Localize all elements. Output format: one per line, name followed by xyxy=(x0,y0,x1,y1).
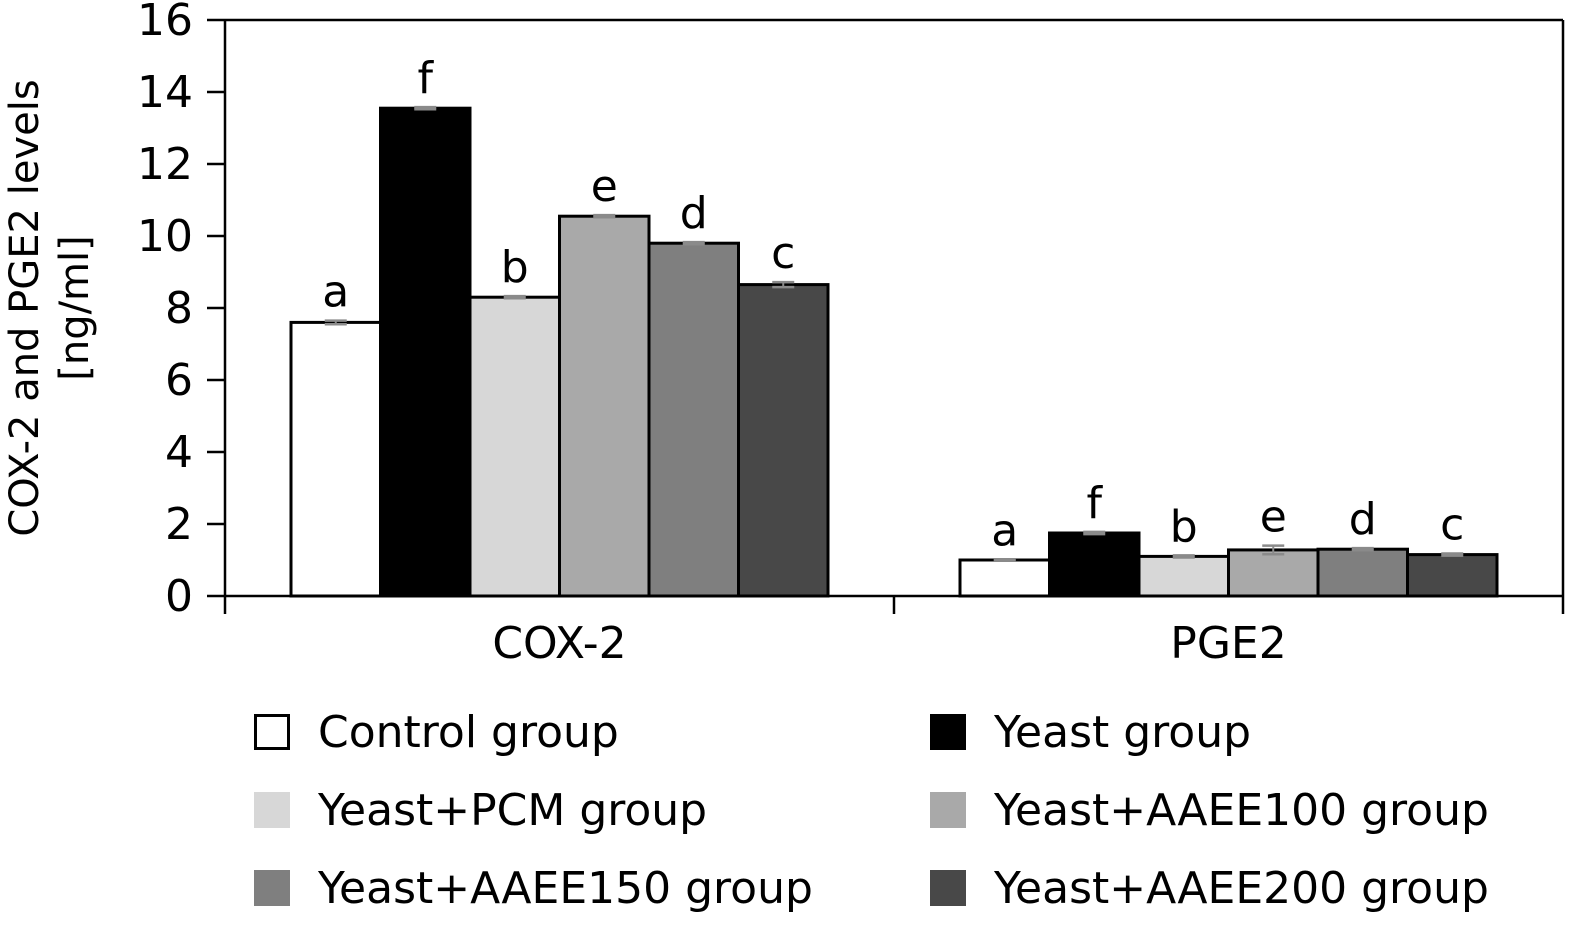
bar xyxy=(379,106,472,598)
y-tick-label: 8 xyxy=(165,283,193,334)
significance-letter: f xyxy=(418,53,435,104)
y-axis-label-line: [ng/ml] xyxy=(52,235,98,381)
significance-letter: d xyxy=(1349,494,1377,545)
bar xyxy=(737,283,830,598)
bar xyxy=(1137,554,1230,598)
y-tick-label: 6 xyxy=(165,355,193,406)
y-axis-label-line: COX-2 and PGE2 levels xyxy=(2,79,48,536)
bar xyxy=(468,295,561,598)
significance-letter: b xyxy=(501,242,529,293)
y-tick-label: 14 xyxy=(137,67,193,118)
bar xyxy=(958,558,1051,598)
bar xyxy=(1406,553,1499,598)
y-tick-label: 16 xyxy=(137,0,193,46)
x-category-label: PGE2 xyxy=(1170,618,1286,669)
significance-letter: a xyxy=(322,267,349,318)
significance-letter: d xyxy=(680,188,708,239)
significance-letter: a xyxy=(991,505,1018,556)
bar xyxy=(1048,531,1141,598)
significance-letter: b xyxy=(1170,501,1198,552)
x-category-label: COX-2 xyxy=(492,618,626,669)
significance-letter: e xyxy=(591,161,618,212)
significance-letter: c xyxy=(1440,500,1464,551)
y-tick-label: 10 xyxy=(137,211,193,262)
bar xyxy=(647,241,740,598)
plot-frame xyxy=(225,18,1565,596)
bars: a f b e d c a f b e d c xyxy=(289,53,1499,598)
bar xyxy=(289,320,382,598)
y-tick-label: 0 xyxy=(165,571,193,622)
bar xyxy=(558,214,651,598)
significance-letter: f xyxy=(1087,478,1104,529)
bar xyxy=(1227,548,1320,598)
bar xyxy=(1316,547,1409,598)
y-tick-label: 4 xyxy=(165,427,193,478)
significance-letter: c xyxy=(771,228,795,279)
x-axis: COX-2 PGE2 xyxy=(223,594,1565,669)
y-axis: 0 2 4 6 8 10 12 14 16 xyxy=(137,0,227,622)
y-axis-label: COX-2 and PGE2 levels [ng/ml] xyxy=(2,79,98,536)
y-tick-label: 12 xyxy=(137,139,193,190)
y-tick-label: 2 xyxy=(165,499,193,550)
significance-letter: e xyxy=(1260,492,1287,543)
